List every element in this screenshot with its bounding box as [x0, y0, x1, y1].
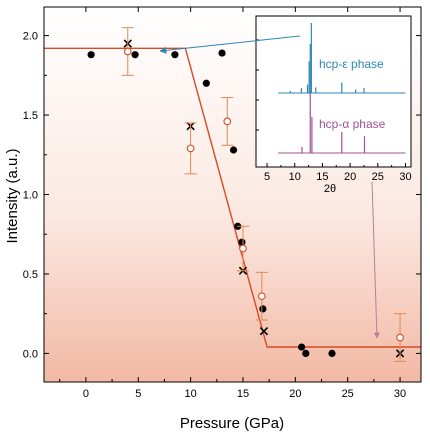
data-point-cross [259, 326, 269, 336]
inset-x-axis-label: 2θ [324, 183, 336, 195]
x-axis-title: Pressure (GPa) [180, 415, 284, 432]
inset-x-tick-label: 10 [289, 171, 301, 183]
y-tick-label: 2.0 [23, 31, 38, 43]
x-tick-label: 25 [342, 388, 354, 400]
data-point-filled [328, 349, 336, 357]
inset-x-tick-label: 20 [344, 171, 356, 183]
inset-panel: 5 10 15 20 25 30 hcp-ε phase hcp-α phase 2θ [255, 15, 412, 195]
data-point-filled [202, 79, 210, 87]
fit-line [44, 47, 421, 348]
ticks-layer: 0 5 10 15 20 25 30 0.0 0.5 1.0 1.5 2.0 [23, 7, 421, 400]
x-tick-label: 30 [394, 388, 406, 400]
data-point-filled [218, 49, 226, 57]
inset-label-alpha: hcp-α phase [319, 117, 386, 131]
inset-x-tick-label: 15 [316, 171, 328, 183]
data-point-open [123, 47, 132, 56]
x-tick-label: 20 [289, 388, 301, 400]
data-point-filled [229, 146, 238, 154]
data-point-open [186, 144, 195, 153]
y-tick-label: 1.5 [23, 110, 38, 122]
data-point-open [223, 117, 232, 126]
x-tick-label: 10 [184, 388, 196, 400]
data-point-filled [87, 51, 95, 59]
data-point-filled [131, 51, 139, 59]
y-tick-label: 0.5 [23, 269, 38, 281]
y-axis-title: Intensity (a.u.) [4, 148, 21, 243]
data-point-filled [302, 349, 310, 357]
plot-layer [44, 27, 421, 362]
y-tick-label: 0.0 [23, 348, 38, 360]
inset-x-tick-label: 5 [264, 171, 270, 183]
annotation-arrows [159, 35, 380, 339]
data-point-open [396, 333, 404, 342]
inset-background [255, 15, 412, 168]
inset-label-epsilon: hcp-ε phase [319, 57, 384, 71]
data-point-open [239, 244, 247, 253]
inset-x-tick-label: 25 [372, 171, 384, 183]
arrow-to-alpha [371, 181, 380, 339]
data-point-filled [171, 51, 179, 59]
x-tick-label: 15 [237, 388, 249, 400]
x-tick-label: 5 [135, 388, 141, 400]
data-point-filled [238, 238, 246, 246]
data-point-filled [259, 305, 267, 313]
x-tick-label: 0 [83, 388, 89, 400]
y-tick-label: 1.0 [23, 190, 38, 202]
inset-x-tick-label: 30 [399, 171, 411, 183]
arrow-to-epsilon [159, 35, 301, 54]
data-point-filled [298, 343, 306, 351]
data-point-open [257, 292, 266, 301]
